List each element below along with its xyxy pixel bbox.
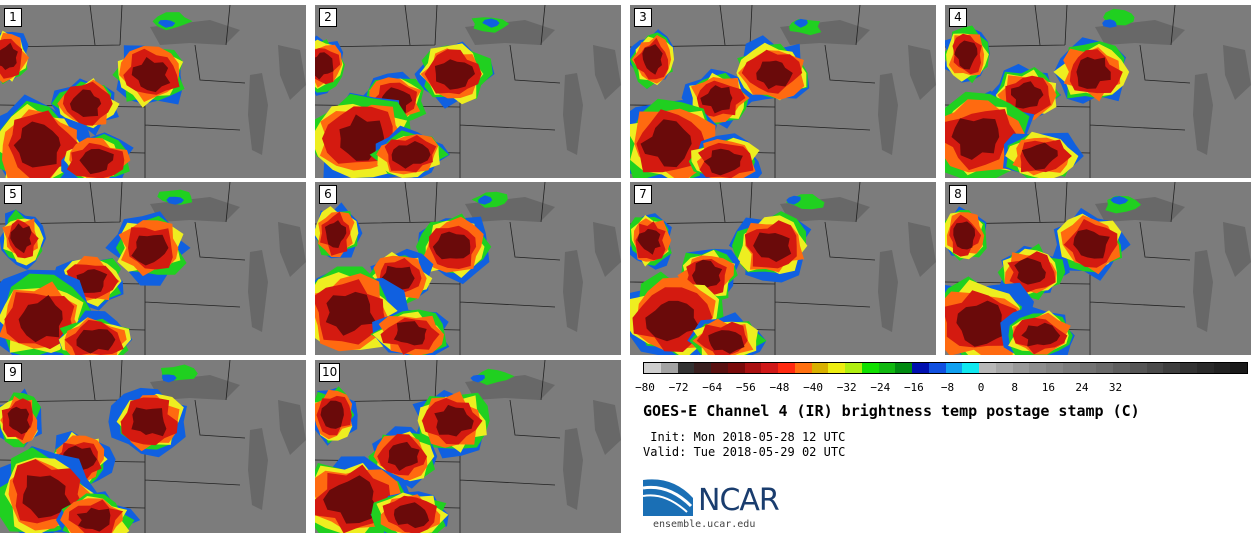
logo-name: NCAR <box>698 483 780 518</box>
postage-stamp-panel: 8 <box>945 182 1251 355</box>
colorbar-segment <box>1129 363 1147 373</box>
colorbar-segment <box>861 363 879 373</box>
panel-number: 1 <box>4 8 22 27</box>
postage-stamp-panel: 9 <box>0 360 306 533</box>
panel-number: 10 <box>319 363 341 382</box>
figure-title: GOES-E Channel 4 (IR) brightness temp po… <box>643 402 1140 420</box>
colorbar-tick-label: −64 <box>702 381 723 394</box>
satellite-map <box>0 182 306 355</box>
ncar-logo-icon <box>643 479 693 516</box>
colorbar-segment <box>1180 363 1197 373</box>
colorbar-tick-label: −32 <box>836 381 857 394</box>
init-time: Init: Mon 2018-05-28 12 UTC <box>643 430 846 444</box>
colorbar-segment <box>828 363 845 373</box>
colorbar-segment <box>677 363 695 373</box>
colorbar-tick-label: −24 <box>870 381 891 394</box>
panel-number: 8 <box>949 185 967 204</box>
colorbar-segment <box>811 363 829 373</box>
colorbar-segment <box>744 363 762 373</box>
colorbar-segment <box>778 363 795 373</box>
postage-stamp-panel: 2 <box>315 5 621 178</box>
postage-stamp-panel: 5 <box>0 182 306 355</box>
colorbar-segment <box>845 363 862 373</box>
colorbar-tick-label: 16 <box>1041 381 1055 394</box>
panel-number: 5 <box>4 185 22 204</box>
colorbar-tick-label: −80 <box>635 381 655 394</box>
satellite-map <box>630 182 936 355</box>
colorbar-segment <box>1029 363 1046 373</box>
postage-stamp-panel: 7 <box>630 182 936 355</box>
colorbar-segment <box>979 363 996 373</box>
colorbar-segment <box>1079 363 1097 373</box>
satellite-map <box>315 5 621 178</box>
colorbar-segment <box>912 363 929 373</box>
colorbar-segment <box>711 363 728 373</box>
colorbar-tick-label: −56 <box>735 381 756 394</box>
colorbar-segment <box>1146 363 1164 373</box>
colorbar-tick-label: −48 <box>769 381 790 394</box>
postage-stamp-panel: 1 <box>0 5 306 178</box>
satellite-map <box>0 5 306 178</box>
colorbar-segment <box>794 363 812 373</box>
panel-number: 9 <box>4 363 22 382</box>
colorbar-segment <box>1230 363 1247 373</box>
colorbar-segment <box>995 363 1013 373</box>
logo-url: ensemble.ucar.edu <box>653 519 756 530</box>
colorbar-segment <box>1062 363 1080 373</box>
satellite-map <box>315 182 621 355</box>
panel-number: 3 <box>634 8 652 27</box>
valid-time: Valid: Tue 2018-05-29 02 UTC <box>643 445 846 459</box>
colorbar-segment <box>694 363 711 373</box>
colorbar-segment <box>1012 363 1030 373</box>
colorbar-segment <box>1196 363 1214 373</box>
satellite-map <box>630 5 936 178</box>
colorbar-segment <box>1213 363 1231 373</box>
panel-number: 6 <box>319 185 337 204</box>
colorbar-segment <box>1096 363 1113 373</box>
colorbar-segment <box>945 363 963 373</box>
postage-stamp-panel: 10 <box>315 360 621 533</box>
satellite-map <box>315 360 621 533</box>
colorbar-tick-label: 8 <box>1011 381 1019 394</box>
colorbar-segment <box>644 363 661 373</box>
colorbar-tick-label: −72 <box>668 381 689 394</box>
satellite-map <box>945 182 1251 355</box>
colorbar-segment <box>895 363 912 373</box>
satellite-map <box>945 5 1251 178</box>
colorbar-tick-label: −16 <box>903 381 924 394</box>
colorbar-segment <box>727 363 745 373</box>
colorbar-tick-label: 0 <box>977 381 985 394</box>
colorbar-tick-label: −40 <box>803 381 823 394</box>
colorbar-segment <box>1046 363 1063 373</box>
colorbar-segment <box>928 363 946 373</box>
panel-number: 4 <box>949 8 967 27</box>
colorbar-segment <box>1163 363 1180 373</box>
colorbar-scale <box>643 362 1248 374</box>
satellite-map <box>0 360 306 533</box>
colorbar-segment <box>878 363 896 373</box>
colorbar-tick-label: 24 <box>1075 381 1089 394</box>
colorbar-segment <box>962 363 979 373</box>
colorbar: −80 −72 −64 −56 −48 −40 −32 −24 −16 −8 0 8 16 24 32 <box>635 362 1248 394</box>
panel-number: 7 <box>634 185 652 204</box>
colorbar-segment <box>761 363 778 373</box>
colorbar-segment <box>1113 363 1130 373</box>
colorbar-segment <box>660 363 678 373</box>
postage-stamp-panel: 4 <box>945 5 1251 178</box>
colorbar-tick-label: −8 <box>940 381 955 394</box>
postage-stamp-panel: 3 <box>630 5 936 178</box>
colorbar-tick-label: 32 <box>1108 381 1123 394</box>
postage-stamp-panel: 6 <box>315 182 621 355</box>
panel-number: 2 <box>319 8 337 27</box>
